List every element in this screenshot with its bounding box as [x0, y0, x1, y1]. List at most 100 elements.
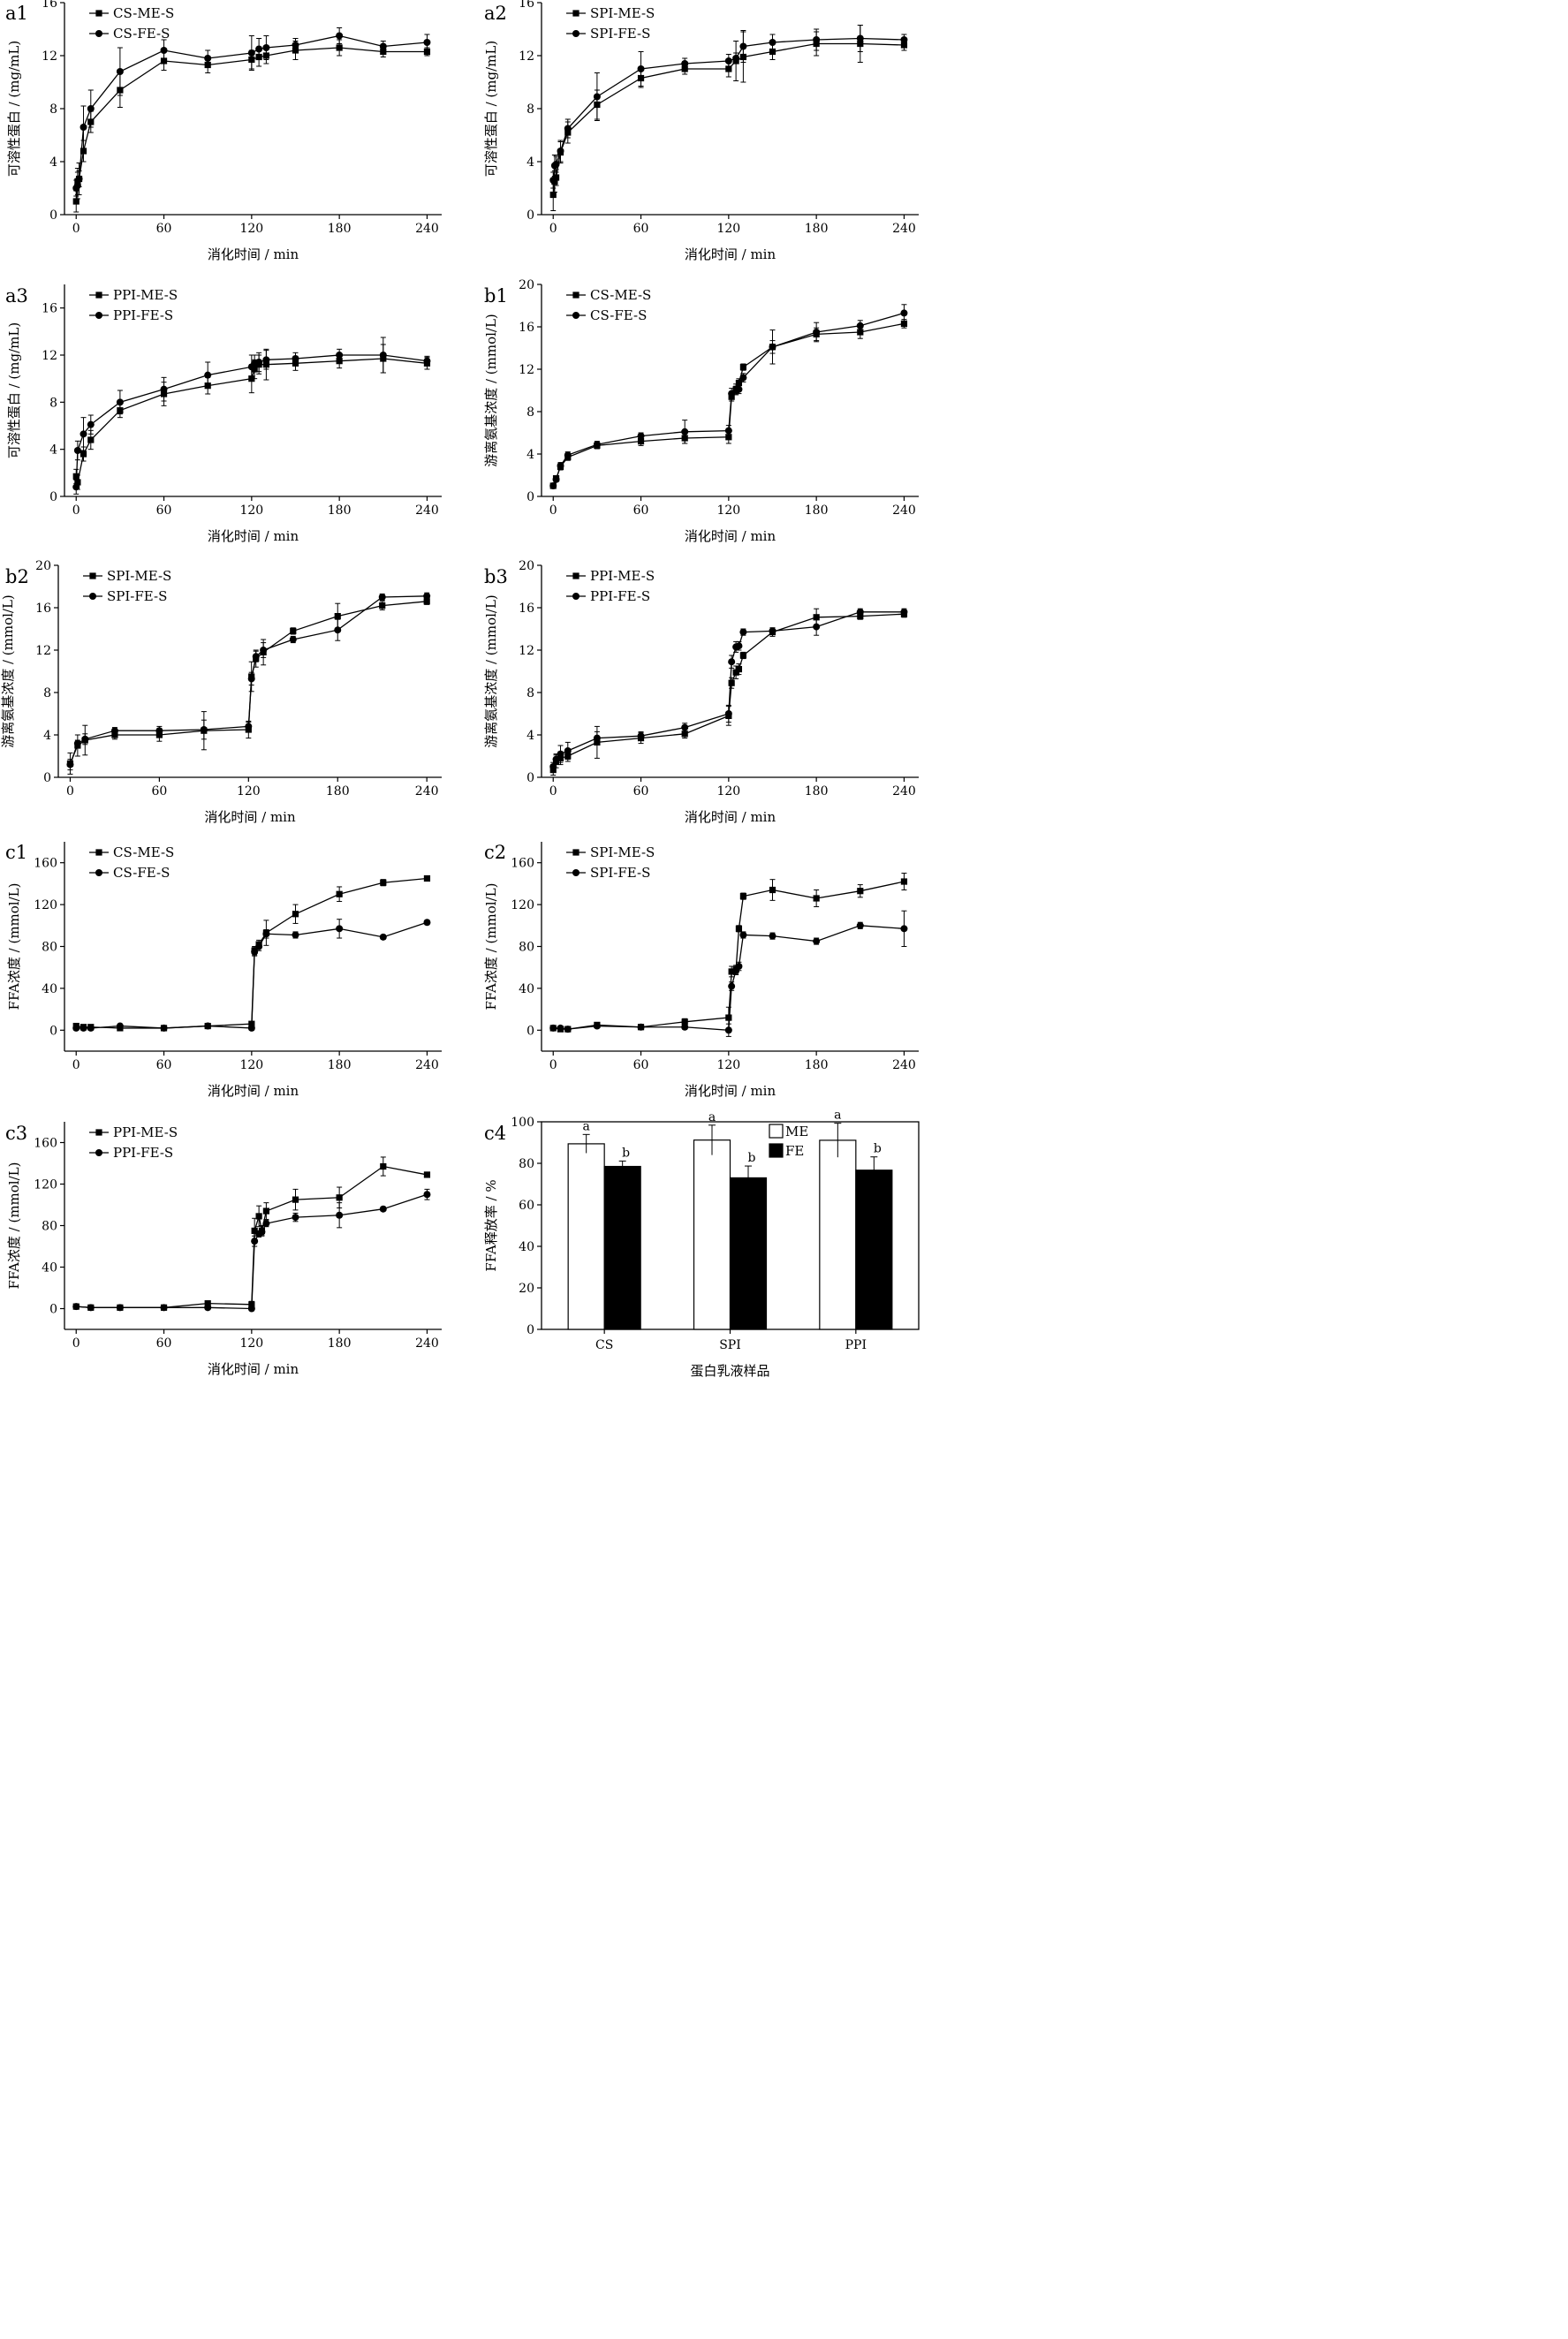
legend-label: SPI-FE-S — [590, 26, 650, 42]
panel-label: b2 — [5, 566, 29, 587]
data-point-circle-12 — [379, 1205, 387, 1213]
x-tick-label: 60 — [633, 222, 649, 236]
data-point-square-7 — [725, 434, 732, 441]
data-point-circle-2 — [87, 1024, 95, 1032]
data-point-circle-10 — [735, 385, 743, 393]
data-point-circle-2 — [557, 750, 564, 758]
panel-label: b3 — [484, 566, 508, 587]
bar-FE-PPI — [855, 1170, 893, 1330]
data-point-circle-legend-1 — [95, 869, 102, 876]
data-point-circle-3 — [557, 148, 564, 155]
data-point-circle-legend-1 — [95, 1149, 102, 1156]
data-point-circle-10 — [292, 1214, 299, 1222]
series-CS-ME-S — [549, 319, 908, 489]
y-tick-label: 8 — [49, 102, 57, 117]
data-point-circle-12 — [379, 933, 387, 941]
data-point-circle-2 — [116, 1304, 124, 1312]
series-line — [552, 322, 905, 487]
data-point-circle-1 — [552, 755, 560, 763]
data-point-circle-4 — [116, 398, 124, 406]
data-point-circle-3 — [593, 1022, 601, 1030]
y-tick-label: 16 — [42, 302, 57, 316]
data-point-circle-0 — [72, 1303, 80, 1311]
data-point-circle-7 — [204, 55, 212, 62]
y-tick-label: 40 — [519, 982, 534, 996]
x-tick-label: 120 — [716, 503, 740, 518]
y-tick-label: 20 — [519, 278, 534, 292]
chart-c1: 0 60 120 180 240 0 40 80 120 160 消化时间 / min FFA浓度 /… — [5, 842, 442, 1099]
x-tick-label: 240 — [892, 503, 916, 518]
y-tick-label: 160 — [34, 1137, 57, 1151]
x-tick-label: 0 — [66, 784, 74, 799]
x-tick-label: 120 — [716, 222, 740, 236]
x-tick-label: 180 — [328, 503, 352, 518]
data-point-circle-4 — [204, 1304, 212, 1312]
x-tick-label: 240 — [892, 222, 916, 236]
y-tick-label: 8 — [49, 396, 57, 410]
data-point-square-legend-0 — [572, 572, 579, 579]
data-point-circle-8 — [252, 653, 260, 661]
data-point-circle-10 — [262, 44, 270, 51]
series-line — [552, 613, 905, 770]
y-tick-label: 0 — [49, 490, 57, 504]
data-point-square-legend-0 — [95, 291, 102, 299]
data-point-square-13 — [857, 888, 864, 895]
data-point-circle-legend-1 — [572, 30, 579, 37]
x-tick-label: 240 — [415, 1336, 439, 1351]
data-point-circle-8 — [247, 49, 255, 57]
data-point-circle-5 — [200, 726, 208, 733]
y-tick-label: 12 — [519, 49, 534, 64]
data-point-circle-2 — [564, 1026, 572, 1033]
x-tick-label: 240 — [415, 1058, 439, 1072]
legend-label: ME — [785, 1124, 808, 1139]
data-point-circle-legend-1 — [572, 312, 579, 319]
data-point-square-12 — [380, 1162, 387, 1170]
y-tick-label: 0 — [526, 771, 534, 785]
data-point-circle-4 — [87, 105, 95, 112]
data-point-circle-6 — [251, 1238, 259, 1245]
y-axis-title: 游离氨基浓度 / (mmol/L) — [483, 314, 499, 467]
x-tick-label: 120 — [239, 1336, 263, 1351]
significance-label: b — [874, 1142, 882, 1156]
data-point-circle-13 — [379, 352, 387, 359]
y-tick-label: 100 — [511, 1116, 534, 1130]
y-tick-label: 12 — [519, 363, 534, 377]
data-point-circle-5 — [637, 732, 645, 740]
series-line — [76, 1193, 428, 1310]
data-point-circle-0 — [549, 177, 557, 184]
data-point-circle-legend-1 — [95, 312, 102, 319]
legend-label: SPI-ME-S — [590, 5, 655, 21]
data-point-circle-3 — [116, 1022, 124, 1030]
y-axis-title: 游离氨基浓度 / (mmol/L) — [483, 594, 499, 748]
data-point-circle-1 — [557, 1024, 564, 1032]
y-tick-label: 4 — [49, 443, 57, 458]
data-point-circle-14 — [900, 925, 908, 933]
series-line — [76, 921, 428, 1029]
data-point-circle-0 — [549, 1024, 557, 1032]
y-tick-label: 8 — [526, 686, 534, 700]
data-point-circle-8 — [258, 1228, 266, 1236]
y-tick-label: 120 — [34, 1178, 57, 1192]
data-point-square-6 — [725, 1014, 732, 1021]
x-tick-label: 0 — [72, 222, 80, 236]
y-tick-label: 8 — [43, 686, 51, 700]
data-point-circle-14 — [856, 322, 864, 329]
x-tick-label: 0 — [549, 784, 557, 799]
data-point-circle-6 — [681, 723, 689, 731]
data-point-circle-11 — [336, 925, 344, 933]
data-point-circle-13 — [813, 623, 821, 631]
data-point-circle-12 — [813, 937, 821, 945]
y-tick-label: 60 — [519, 1199, 534, 1213]
x-tick-label: 60 — [156, 222, 172, 236]
y-tick-label: 0 — [43, 771, 51, 785]
data-point-circle-6 — [204, 371, 212, 379]
y-tick-label: 40 — [519, 1240, 534, 1254]
data-point-square-5 — [637, 438, 645, 445]
data-point-square-8 — [725, 65, 732, 72]
series-SPI-ME-S — [66, 597, 430, 775]
x-tick-label: 0 — [72, 503, 80, 518]
x-tick-label: CS — [595, 1338, 613, 1352]
data-point-circle-5 — [116, 68, 124, 75]
data-point-square-3 — [87, 436, 95, 443]
